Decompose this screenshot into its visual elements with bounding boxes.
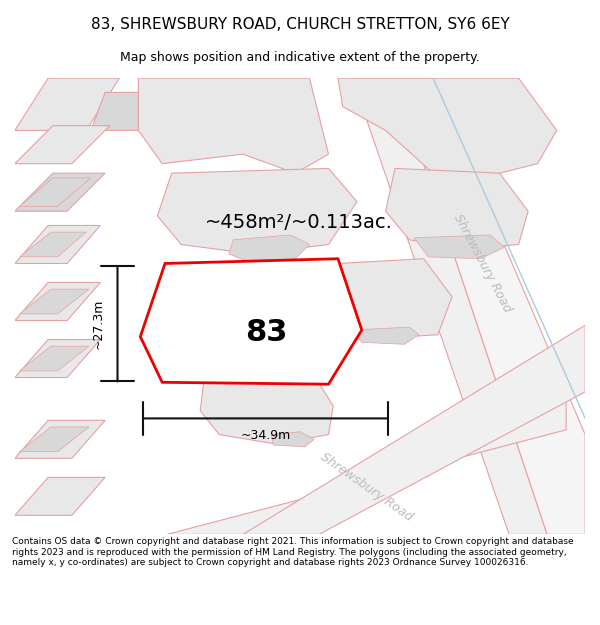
Polygon shape bbox=[15, 126, 110, 164]
Polygon shape bbox=[352, 78, 547, 534]
Text: Contains OS data © Crown copyright and database right 2021. This information is : Contains OS data © Crown copyright and d… bbox=[12, 538, 574, 568]
Text: Shrewsbury Road: Shrewsbury Road bbox=[318, 450, 415, 524]
Polygon shape bbox=[20, 289, 89, 314]
Polygon shape bbox=[338, 78, 557, 178]
Polygon shape bbox=[15, 282, 100, 321]
Polygon shape bbox=[243, 325, 585, 534]
Polygon shape bbox=[15, 173, 105, 211]
Polygon shape bbox=[15, 420, 105, 458]
Text: ~34.9m: ~34.9m bbox=[240, 429, 290, 442]
Polygon shape bbox=[167, 359, 566, 534]
Text: Shrewsbury Road: Shrewsbury Road bbox=[451, 212, 514, 315]
Text: ~27.3m: ~27.3m bbox=[92, 299, 105, 349]
Text: 83, SHREWSBURY ROAD, CHURCH STRETTON, SY6 6EY: 83, SHREWSBURY ROAD, CHURCH STRETTON, SY… bbox=[91, 17, 509, 32]
Polygon shape bbox=[15, 226, 100, 264]
Polygon shape bbox=[15, 478, 105, 516]
Polygon shape bbox=[395, 78, 585, 534]
Text: 83: 83 bbox=[245, 318, 288, 348]
Polygon shape bbox=[386, 168, 528, 249]
Polygon shape bbox=[20, 427, 89, 452]
Polygon shape bbox=[271, 432, 314, 447]
Polygon shape bbox=[15, 78, 119, 131]
Text: Map shows position and indicative extent of the property.: Map shows position and indicative extent… bbox=[120, 51, 480, 64]
Polygon shape bbox=[229, 235, 310, 264]
Text: ~458m²/~0.113ac.: ~458m²/~0.113ac. bbox=[205, 213, 393, 232]
Polygon shape bbox=[20, 346, 89, 371]
Polygon shape bbox=[414, 235, 505, 259]
Polygon shape bbox=[139, 78, 329, 173]
Polygon shape bbox=[140, 259, 362, 384]
Polygon shape bbox=[20, 178, 91, 206]
Polygon shape bbox=[15, 339, 100, 377]
Polygon shape bbox=[324, 259, 452, 339]
Polygon shape bbox=[352, 327, 419, 344]
Polygon shape bbox=[200, 368, 333, 444]
Polygon shape bbox=[91, 92, 172, 131]
Polygon shape bbox=[20, 232, 86, 257]
Polygon shape bbox=[157, 168, 357, 254]
